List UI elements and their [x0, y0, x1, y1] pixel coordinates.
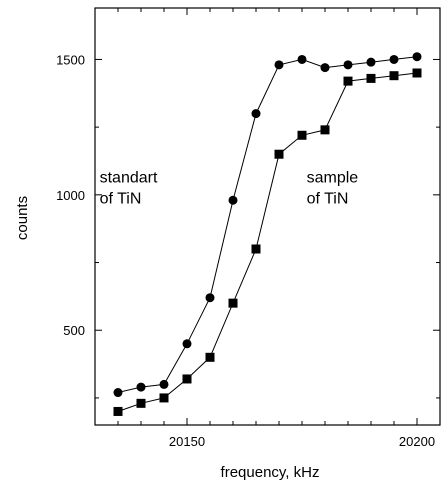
- annotation-line: of TiN: [307, 191, 349, 208]
- data-point: [228, 195, 238, 205]
- plot-frame: [94, 7, 441, 426]
- data-point: [297, 130, 307, 140]
- data-point: [389, 71, 399, 81]
- data-point: [113, 406, 123, 416]
- data-point: [297, 54, 307, 64]
- data-point: [136, 398, 146, 408]
- series-line: [117, 56, 418, 393]
- series-circle: [113, 52, 422, 398]
- data-point: [366, 57, 376, 67]
- x-tick-label: 20200: [399, 434, 435, 449]
- series-square: [113, 68, 422, 416]
- data-point: [228, 298, 238, 308]
- y-tick-label: 1000: [56, 188, 85, 203]
- data-point: [113, 388, 123, 398]
- data-point: [320, 125, 330, 135]
- data-point: [182, 339, 192, 349]
- y-axis-label: counts: [14, 196, 31, 240]
- data-point: [366, 73, 376, 83]
- x-tick-label: 20150: [169, 434, 205, 449]
- annotation-line: sample: [307, 170, 359, 187]
- series-layer: [113, 52, 422, 416]
- annotations: standart of TiN sample of TiN: [100, 170, 359, 208]
- annotation-line: standart: [100, 170, 158, 187]
- data-point: [343, 60, 353, 70]
- y-tick-label: 500: [63, 323, 85, 338]
- data-point: [343, 76, 353, 86]
- data-point: [205, 352, 215, 362]
- data-point: [412, 68, 422, 78]
- annotation-line: of TiN: [100, 191, 142, 208]
- data-point: [251, 109, 261, 119]
- data-point: [320, 63, 330, 73]
- data-point: [159, 379, 169, 389]
- annotation-1: sample of TiN: [307, 170, 359, 208]
- data-point: [182, 374, 192, 384]
- data-point: [412, 52, 422, 62]
- data-point: [389, 54, 399, 64]
- data-point: [251, 244, 261, 254]
- data-point: [159, 393, 169, 403]
- annotation-0: standart of TiN: [100, 170, 158, 208]
- data-point: [274, 60, 284, 70]
- axes: 500 1000 1500 20150 20200: [56, 8, 441, 449]
- data-point: [136, 382, 146, 392]
- y-tick-label: 1500: [56, 52, 85, 67]
- data-point: [274, 149, 284, 159]
- data-point: [205, 293, 215, 303]
- x-axis-label: frequency, kHz: [221, 464, 320, 481]
- series-line: [117, 72, 418, 412]
